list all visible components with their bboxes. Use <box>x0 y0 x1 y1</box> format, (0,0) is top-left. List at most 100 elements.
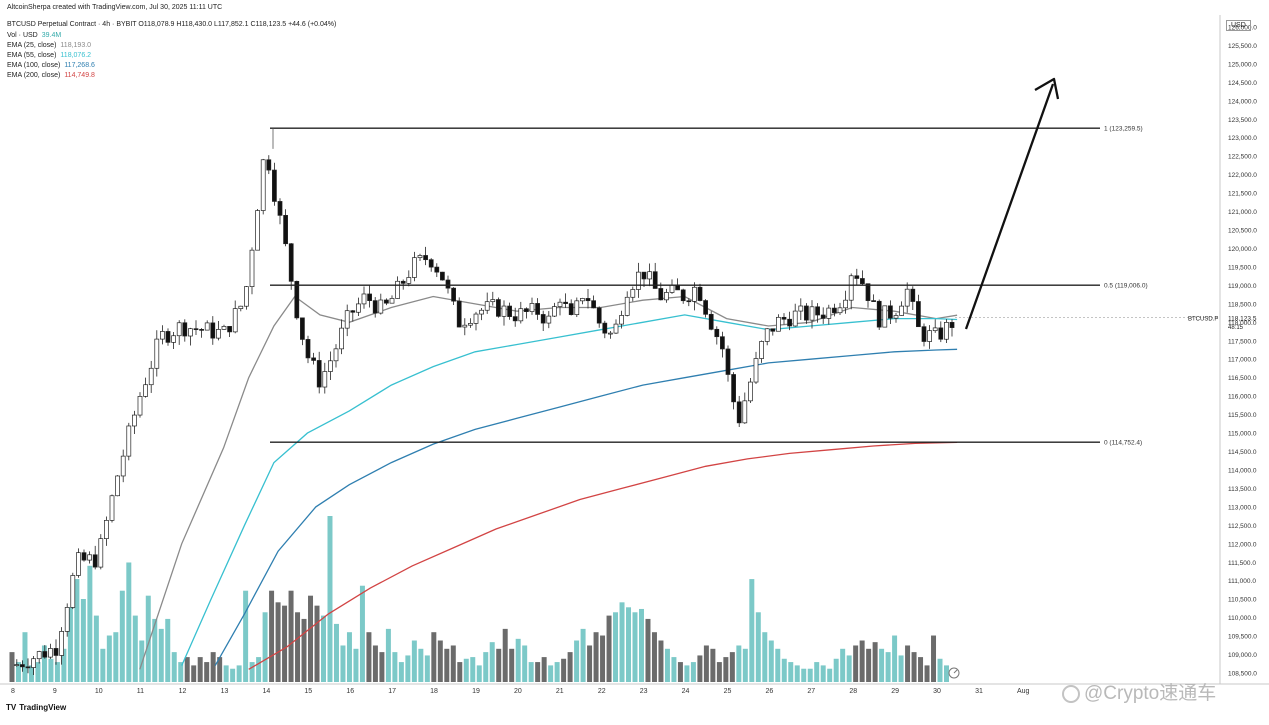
price-candle[interactable] <box>484 301 490 311</box>
price-candle[interactable] <box>188 328 193 337</box>
price-candle[interactable] <box>630 289 636 298</box>
price-candle[interactable] <box>14 664 20 666</box>
price-candle[interactable] <box>423 255 428 261</box>
price-candle[interactable] <box>389 298 395 304</box>
price-candle[interactable] <box>636 271 641 290</box>
price-candle[interactable] <box>871 300 876 302</box>
price-candle[interactable] <box>143 384 148 397</box>
price-candle[interactable] <box>171 335 176 343</box>
price-candle[interactable] <box>585 298 591 302</box>
price-candle[interactable] <box>854 275 860 279</box>
price-candle[interactable] <box>815 306 820 316</box>
price-candle[interactable] <box>888 305 893 319</box>
price-candle[interactable] <box>115 475 120 497</box>
price-candle[interactable] <box>804 305 809 321</box>
price-candle[interactable] <box>210 322 216 339</box>
price-candle[interactable] <box>238 305 244 309</box>
price-candle[interactable] <box>619 315 624 325</box>
price-candle[interactable] <box>535 303 540 315</box>
price-candle[interactable] <box>938 327 944 340</box>
price-candle[interactable] <box>697 286 703 301</box>
price-candle[interactable] <box>680 289 686 302</box>
price-candle[interactable] <box>244 286 249 307</box>
price-candle[interactable] <box>876 300 882 328</box>
currency-selector[interactable]: USD <box>1226 20 1251 31</box>
price-candle[interactable] <box>927 330 932 342</box>
ema55-line[interactable] <box>181 314 958 666</box>
price-candle[interactable] <box>776 316 781 332</box>
price-candle[interactable] <box>232 308 238 333</box>
ema25-legend[interactable]: EMA (25, close) 118,193.0 <box>7 41 95 51</box>
price-candle[interactable] <box>70 575 76 608</box>
price-candle[interactable] <box>742 400 748 424</box>
price-candle[interactable] <box>658 288 664 301</box>
ema100-line[interactable] <box>214 348 958 666</box>
price-candle[interactable] <box>540 314 546 324</box>
price-candle[interactable] <box>792 310 798 327</box>
price-candle[interactable] <box>916 301 921 328</box>
price-candle[interactable] <box>356 303 361 313</box>
price-candle[interactable] <box>473 313 479 324</box>
price-candle[interactable] <box>596 307 602 324</box>
price-candle[interactable] <box>266 159 272 171</box>
price-candle[interactable] <box>462 324 468 328</box>
price-candle[interactable] <box>216 329 221 339</box>
price-candle[interactable] <box>204 322 210 331</box>
price-candle[interactable] <box>524 308 529 312</box>
price-candle[interactable] <box>260 159 266 211</box>
price-candle[interactable] <box>641 271 647 280</box>
price-candle[interactable] <box>686 300 692 303</box>
price-candle[interactable] <box>176 322 182 337</box>
price-candle[interactable] <box>255 210 260 251</box>
price-candle[interactable] <box>98 538 104 568</box>
price-candle[interactable] <box>568 303 574 315</box>
price-candle[interactable] <box>518 308 524 322</box>
price-candle[interactable] <box>400 280 406 284</box>
price-candle[interactable] <box>384 299 389 304</box>
price-candle[interactable] <box>748 381 753 402</box>
price-candle[interactable] <box>512 316 518 322</box>
price-candle[interactable] <box>798 305 804 312</box>
price-candle[interactable] <box>109 495 115 521</box>
price-candle[interactable] <box>826 307 832 319</box>
price-candle[interactable] <box>76 552 81 576</box>
price-candle[interactable] <box>182 322 188 337</box>
price-candle[interactable] <box>193 328 199 331</box>
price-candle[interactable] <box>608 332 613 335</box>
symbol-ohlc-legend[interactable]: BTCUSD Perpetual Contract · 4h · BYBIT O… <box>7 21 337 28</box>
price-candle[interactable] <box>921 326 927 342</box>
price-candle[interactable] <box>714 328 720 338</box>
price-candle[interactable] <box>283 215 288 245</box>
price-candle[interactable] <box>372 300 378 314</box>
price-candle[interactable] <box>311 357 316 361</box>
price-candle[interactable] <box>501 305 507 317</box>
price-candle[interactable] <box>848 275 854 301</box>
price-candle[interactable] <box>882 305 888 328</box>
price-candle[interactable] <box>87 554 92 561</box>
price-candle[interactable] <box>949 322 955 328</box>
price-candle[interactable] <box>529 303 535 312</box>
price-candle[interactable] <box>647 271 652 280</box>
price-candle[interactable] <box>725 348 731 375</box>
price-candle[interactable] <box>104 520 109 540</box>
price-candle[interactable] <box>277 201 283 216</box>
price-candle[interactable] <box>904 288 910 307</box>
price-candle[interactable] <box>154 338 160 369</box>
price-candle[interactable] <box>339 327 344 350</box>
price-candle[interactable] <box>944 322 949 340</box>
price-candle[interactable] <box>809 306 815 321</box>
price-candle[interactable] <box>496 299 501 317</box>
price-candle[interactable] <box>602 322 608 334</box>
price-candle[interactable] <box>92 554 98 568</box>
price-candle[interactable] <box>305 339 311 359</box>
price-candle[interactable] <box>860 278 865 285</box>
price-candle[interactable] <box>31 658 36 668</box>
price-candle[interactable] <box>333 348 339 362</box>
price-candle[interactable] <box>120 455 126 477</box>
price-candle[interactable] <box>552 306 557 317</box>
ema100-legend[interactable]: EMA (100, close) 117,268.6 <box>7 61 99 71</box>
price-candle[interactable] <box>344 310 350 329</box>
price-candle[interactable] <box>328 360 333 372</box>
price-candle[interactable] <box>160 331 165 340</box>
